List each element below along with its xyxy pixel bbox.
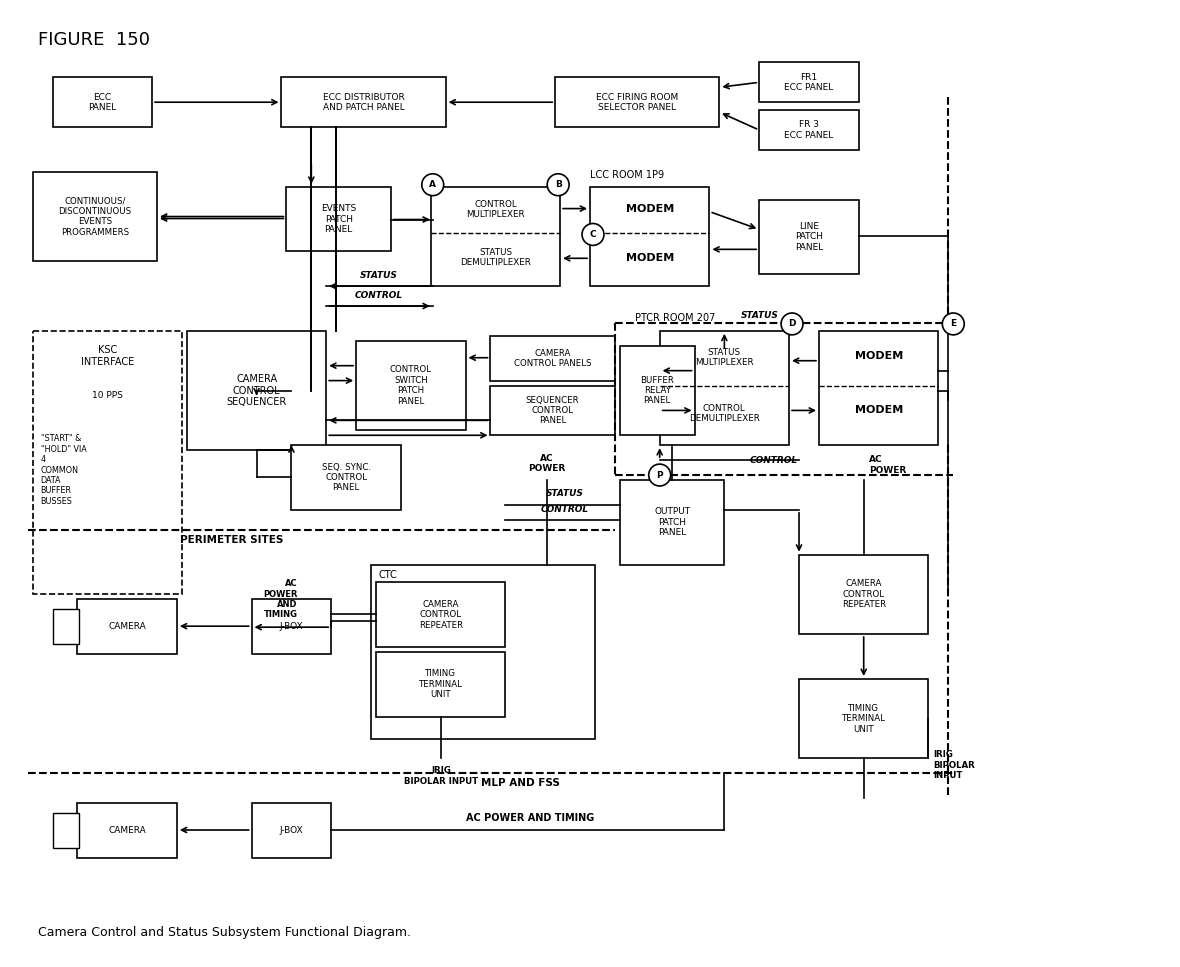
Bar — [759, 110, 859, 150]
Bar — [759, 63, 859, 103]
Bar — [53, 77, 152, 127]
Bar — [33, 331, 182, 595]
Text: CONTROL
MULTIPLEXER: CONTROL MULTIPLEXER — [466, 200, 525, 220]
Bar — [620, 480, 725, 565]
Bar — [431, 187, 560, 286]
Text: Camera Control and Status Subsystem Functional Diagram.: Camera Control and Status Subsystem Func… — [38, 926, 411, 939]
Text: EVENTS
PATCH
PANEL: EVENTS PATCH PANEL — [321, 204, 356, 234]
Bar — [759, 199, 859, 275]
Text: CAMERA
CONTROL
REPEATER: CAMERA CONTROL REPEATER — [841, 579, 886, 609]
Text: FIGURE  150: FIGURE 150 — [38, 31, 150, 48]
Text: ECC DISTRIBUTOR
AND PATCH PANEL: ECC DISTRIBUTOR AND PATCH PANEL — [322, 93, 405, 112]
Text: IRIG
BIPOLAR
INPUT: IRIG BIPOLAR INPUT — [933, 750, 975, 780]
Bar — [819, 331, 938, 445]
Bar — [78, 600, 177, 654]
Text: E: E — [950, 319, 956, 329]
Circle shape — [421, 174, 444, 195]
Text: AC POWER AND TIMING: AC POWER AND TIMING — [466, 813, 595, 823]
Text: CONTROL: CONTROL — [355, 291, 404, 300]
Bar — [376, 652, 505, 717]
Text: STATUS: STATUS — [360, 271, 398, 280]
Text: ECC
PANEL: ECC PANEL — [88, 93, 117, 112]
Text: IRIG
BIPOLAR INPUT: IRIG BIPOLAR INPUT — [404, 767, 478, 786]
Text: "START" &
"HOLD" VIA
4
COMMON
DATA
BUFFER
BUSSES: "START" & "HOLD" VIA 4 COMMON DATA BUFFE… — [40, 434, 86, 506]
Text: CONTROL
DEMULTIPLEXER: CONTROL DEMULTIPLEXER — [689, 403, 760, 424]
Text: MLP AND FSS: MLP AND FSS — [481, 778, 559, 788]
Bar — [555, 77, 720, 127]
Text: CONTROL: CONTROL — [542, 505, 589, 513]
Text: LCC ROOM 1P9: LCC ROOM 1P9 — [590, 170, 664, 180]
Text: CONTROL
SWITCH
PATCH
PANEL: CONTROL SWITCH PATCH PANEL — [389, 366, 432, 406]
Text: CAMERA
CONTROL
SEQUENCER: CAMERA CONTROL SEQUENCER — [227, 374, 287, 407]
Text: CONTINUOUS/
DISCONTINUOUS
EVENTS
PROGRAMMERS: CONTINUOUS/ DISCONTINUOUS EVENTS PROGRAM… — [58, 196, 131, 237]
Text: CONTROL: CONTROL — [749, 455, 798, 464]
Text: MODEM: MODEM — [625, 204, 674, 214]
Bar — [287, 187, 391, 251]
Text: FR 3
ECC PANEL: FR 3 ECC PANEL — [785, 120, 833, 140]
Text: CTC: CTC — [379, 570, 398, 579]
Text: PTCR ROOM 207: PTCR ROOM 207 — [635, 313, 715, 323]
Bar — [356, 340, 466, 430]
Text: MODEM: MODEM — [854, 405, 903, 416]
Text: D: D — [788, 319, 795, 329]
Bar — [660, 331, 789, 445]
Bar — [371, 565, 595, 739]
Bar — [590, 187, 709, 286]
Bar — [33, 172, 157, 261]
Text: STATUS: STATUS — [546, 489, 584, 498]
Text: CAMERA
CONTROL PANELS: CAMERA CONTROL PANELS — [514, 348, 591, 367]
Circle shape — [548, 174, 569, 195]
Text: AC
POWER
AND
TIMING: AC POWER AND TIMING — [263, 579, 297, 620]
Text: P: P — [656, 471, 663, 480]
Bar — [799, 679, 929, 758]
Text: J-BOX: J-BOX — [280, 622, 303, 631]
Text: BUFFER
RELAY
PANEL: BUFFER RELAY PANEL — [641, 375, 674, 405]
Circle shape — [649, 464, 670, 486]
Text: SEQ. SYNC.
CONTROL
PANEL: SEQ. SYNC. CONTROL PANEL — [322, 462, 371, 492]
Circle shape — [943, 313, 964, 335]
Text: LINE
PATCH
PANEL: LINE PATCH PANEL — [795, 222, 824, 251]
Bar — [491, 386, 615, 435]
Circle shape — [781, 313, 804, 335]
Text: ECC FIRING ROOM
SELECTOR PANEL: ECC FIRING ROOM SELECTOR PANEL — [596, 93, 678, 112]
Text: CAMERA: CAMERA — [109, 826, 146, 835]
Text: STATUS
DEMULTIPLEXER: STATUS DEMULTIPLEXER — [460, 248, 531, 267]
Bar — [799, 555, 929, 634]
Text: TIMING
TERMINAL
UNIT: TIMING TERMINAL UNIT — [841, 704, 886, 734]
Text: KSC
INTERFACE: KSC INTERFACE — [80, 345, 133, 366]
Text: PERIMETER SITES: PERIMETER SITES — [181, 535, 283, 544]
Bar — [620, 346, 695, 435]
Bar — [78, 804, 177, 858]
Text: J-BOX: J-BOX — [280, 826, 303, 835]
Text: OUTPUT
PATCH
PANEL: OUTPUT PATCH PANEL — [654, 508, 690, 538]
Bar — [53, 813, 79, 848]
Text: CAMERA: CAMERA — [109, 622, 146, 631]
Text: 10 PPS: 10 PPS — [92, 391, 123, 400]
Bar — [376, 582, 505, 647]
Bar — [291, 445, 401, 510]
Text: MODEM: MODEM — [625, 253, 674, 263]
Bar — [491, 336, 615, 381]
Bar — [251, 804, 332, 858]
Text: C: C — [590, 230, 596, 239]
Bar — [53, 609, 79, 644]
Text: SEQUENCER
CONTROL
PANEL: SEQUENCER CONTROL PANEL — [526, 396, 579, 425]
Bar — [251, 600, 332, 654]
Text: MODEM: MODEM — [854, 351, 903, 361]
Text: FR1
ECC PANEL: FR1 ECC PANEL — [785, 73, 833, 92]
Text: AC
POWER: AC POWER — [529, 454, 566, 473]
Text: STATUS: STATUS — [741, 311, 779, 320]
Text: CAMERA
CONTROL
REPEATER: CAMERA CONTROL REPEATER — [419, 600, 463, 630]
Text: STATUS
MULTIPLEXER: STATUS MULTIPLEXER — [695, 348, 754, 367]
Circle shape — [582, 223, 604, 246]
Text: A: A — [430, 180, 437, 190]
Bar — [186, 331, 326, 451]
Text: TIMING
TERMINAL
UNIT: TIMING TERMINAL UNIT — [419, 669, 463, 699]
Text: AC
POWER: AC POWER — [868, 455, 906, 475]
Text: B: B — [555, 180, 562, 190]
Bar — [282, 77, 446, 127]
